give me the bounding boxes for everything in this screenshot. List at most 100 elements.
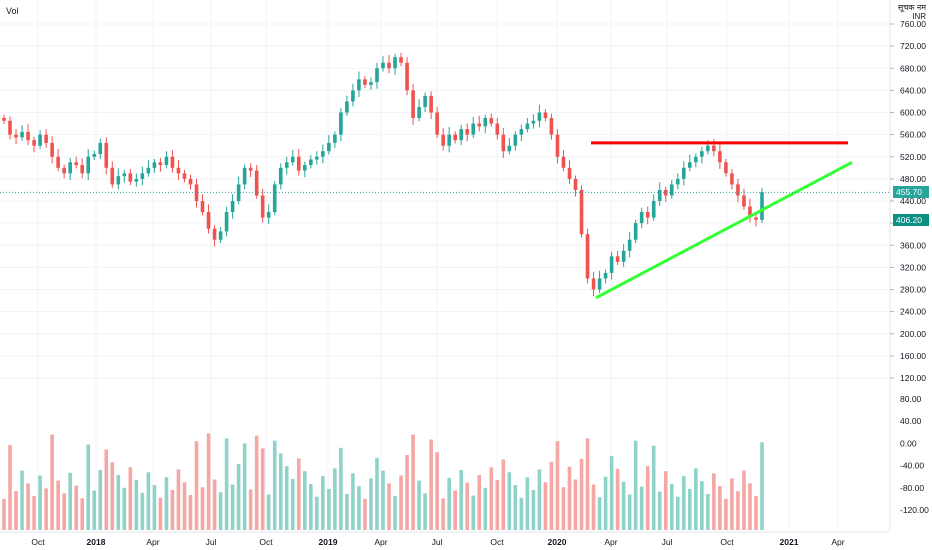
volume-bar	[80, 498, 85, 530]
volume-bar	[405, 455, 409, 530]
volume-bar	[248, 489, 253, 530]
volume-bar	[206, 433, 211, 530]
candle-body	[724, 162, 728, 174]
volume-bar	[140, 492, 145, 530]
candle-body	[2, 118, 6, 121]
volume-bar	[748, 483, 752, 530]
candle-body	[675, 178, 680, 185]
volume-bar	[302, 471, 307, 530]
candle-body	[754, 217, 758, 220]
volume-bar	[706, 493, 710, 530]
time-tick-label: Jul	[432, 537, 443, 547]
volume-bar	[212, 479, 217, 530]
candle-body	[182, 173, 187, 179]
time-tick-label: Apr	[146, 537, 159, 547]
volume-bar	[375, 457, 379, 530]
candle-body	[706, 145, 710, 152]
candle-body	[525, 123, 530, 130]
candle-body	[50, 142, 54, 157]
volume-bar	[98, 470, 103, 530]
volume-bar	[351, 473, 355, 530]
volume-bar	[621, 481, 626, 530]
candle-body	[104, 142, 109, 168]
candle-body	[495, 123, 500, 135]
price-tick-label: 760.00	[900, 19, 926, 29]
price-tick-label: 360.00	[900, 240, 926, 250]
candle-body	[645, 212, 650, 218]
candle-body	[62, 167, 66, 174]
candle-body	[718, 151, 722, 163]
volume-bar	[712, 473, 716, 530]
volume-bar	[447, 477, 451, 530]
candle-body	[26, 131, 30, 141]
volume-bar	[700, 481, 704, 530]
time-tick-label: Oct	[490, 537, 504, 547]
candle-body	[158, 162, 163, 166]
candle-body	[585, 234, 590, 279]
volume-bar	[561, 487, 566, 530]
volume-bar	[230, 484, 235, 530]
volume-bar	[266, 494, 271, 530]
candle-body	[86, 156, 91, 174]
volume-bar	[411, 434, 415, 530]
volume-bar	[357, 486, 361, 530]
candle-body	[128, 173, 133, 182]
volume-bar	[188, 495, 193, 530]
candle-body	[176, 167, 181, 174]
time-tick-label: 2018	[87, 537, 106, 547]
volume-bar	[742, 470, 746, 530]
candle-body	[669, 184, 674, 196]
volume-bar	[543, 482, 548, 530]
volume-bar	[284, 466, 289, 530]
candle-body	[381, 62, 385, 69]
volume-bar	[393, 496, 397, 530]
prev-price-tag: 406.20	[893, 213, 929, 226]
volume-bar	[176, 469, 181, 530]
time-tick-label: 2021	[780, 537, 799, 547]
volume-tick-label: 40.00	[900, 416, 922, 426]
candle-body	[284, 162, 289, 168]
candle-body	[627, 239, 632, 251]
candle-body	[248, 167, 253, 171]
price-tick-label: 600.00	[900, 108, 926, 118]
currency-label-line1: सूचक नम	[897, 3, 926, 12]
volume-bar	[760, 442, 764, 530]
candle-body	[80, 165, 85, 174]
volume-bar	[363, 498, 367, 530]
candle-body	[363, 79, 367, 85]
volume-tick-label: -120.00	[900, 505, 929, 515]
volume-bar	[152, 485, 157, 530]
volume-tick-label: 80.00	[900, 394, 922, 404]
candle-body	[140, 173, 145, 179]
currency-label-line2: INR	[912, 12, 926, 21]
candle-body	[513, 134, 518, 146]
volume-bar	[56, 480, 60, 530]
candle-body	[435, 112, 439, 135]
candle-body	[694, 156, 698, 163]
candle-body	[315, 156, 319, 160]
volume-bar	[675, 496, 680, 530]
candle-body	[555, 134, 560, 157]
candle-body	[375, 68, 379, 83]
volume-bar	[453, 490, 457, 530]
volume-bar	[122, 487, 127, 530]
volume-bar	[471, 495, 476, 530]
candle-body	[278, 167, 283, 185]
candle-body	[453, 134, 457, 141]
price-tick-label: 560.00	[900, 130, 926, 140]
candle-body	[260, 195, 265, 218]
candle-body	[549, 118, 554, 135]
volume-bar	[465, 482, 470, 530]
candle-body	[20, 131, 24, 138]
candle-body	[387, 62, 391, 69]
volume-bar	[116, 475, 121, 530]
candle-body	[561, 156, 566, 168]
volume-bar	[369, 478, 373, 530]
volume-bar	[86, 444, 91, 530]
time-tick-label: Oct	[720, 537, 734, 547]
volume-bar	[200, 487, 205, 530]
candle-body	[110, 167, 115, 185]
volume-bar	[158, 497, 163, 530]
price-tick-label: 480.00	[900, 174, 926, 184]
